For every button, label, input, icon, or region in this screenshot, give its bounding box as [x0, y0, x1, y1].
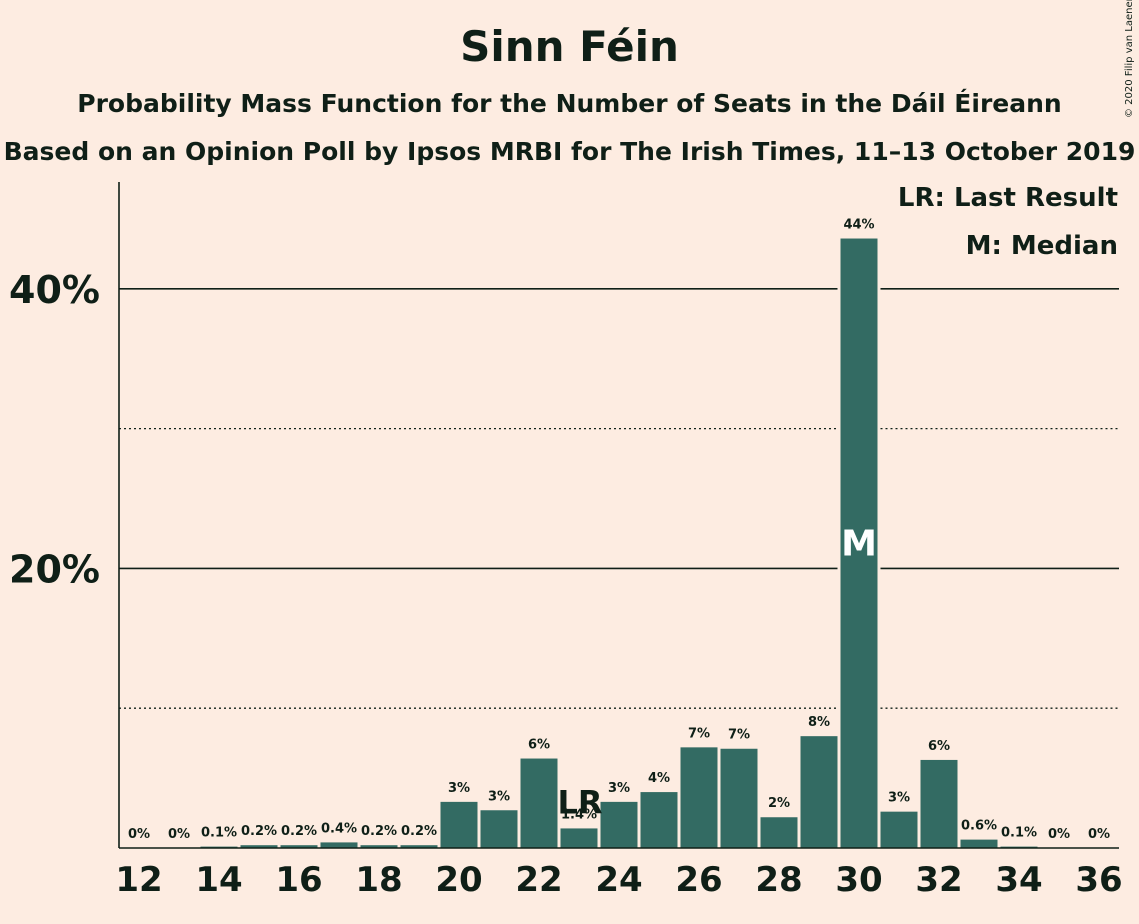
data-label: 0% — [168, 827, 190, 842]
data-label: 0.1% — [201, 826, 237, 841]
x-tick-label: 36 — [1075, 860, 1122, 900]
x-tick-label: 16 — [275, 860, 322, 900]
bar — [760, 817, 798, 848]
bar — [960, 839, 998, 848]
data-label: 3% — [888, 791, 910, 806]
data-label: 4% — [648, 771, 670, 786]
bar — [240, 845, 278, 848]
data-label: 7% — [728, 728, 750, 743]
bar — [840, 238, 878, 849]
data-label: 1.4% — [561, 807, 597, 822]
x-tick-label: 14 — [195, 860, 242, 900]
bar — [520, 758, 558, 848]
y-tick-label: 20% — [9, 547, 100, 591]
data-label: 44% — [843, 218, 874, 233]
bar — [880, 811, 918, 848]
data-label: 0% — [1088, 827, 1110, 842]
bar — [280, 845, 318, 848]
bar — [360, 845, 398, 848]
x-tick-label: 30 — [835, 860, 882, 900]
bar — [680, 747, 718, 848]
last-result-marker: LR — [557, 783, 602, 821]
bar — [600, 801, 638, 848]
data-label: 8% — [808, 715, 830, 730]
bar — [400, 845, 438, 848]
bar — [720, 748, 758, 848]
data-label: 7% — [688, 726, 710, 741]
chart-title: Sinn Féin — [460, 22, 679, 71]
bar — [920, 759, 958, 848]
data-label: 3% — [448, 781, 470, 796]
data-label: 0.2% — [401, 824, 437, 839]
x-tick-label: 26 — [675, 860, 722, 900]
x-tick-label: 18 — [355, 860, 402, 900]
data-label: 0.2% — [281, 824, 317, 839]
data-label: 0.6% — [961, 819, 997, 834]
chart-subtitle: Probability Mass Function for the Number… — [77, 89, 1062, 118]
data-label: 3% — [608, 781, 630, 796]
x-tick-label: 34 — [995, 860, 1042, 900]
data-label: 6% — [528, 738, 550, 753]
data-label: 6% — [928, 739, 950, 754]
data-label: 0.2% — [361, 824, 397, 839]
data-label: 0.1% — [1001, 826, 1037, 841]
data-label: 0.4% — [321, 821, 357, 836]
bar — [800, 736, 838, 848]
data-label: 0% — [1048, 827, 1070, 842]
x-tick-label: 32 — [915, 860, 962, 900]
chart-source-subtitle: Based on an Opinion Poll by Ipsos MRBI f… — [3, 137, 1136, 166]
data-label: 2% — [768, 796, 790, 811]
bar — [320, 842, 358, 848]
bar — [480, 810, 518, 848]
x-tick-label: 22 — [515, 860, 562, 900]
data-label: 3% — [488, 789, 510, 804]
legend-last-result: LR: Last Result — [897, 183, 1118, 213]
x-tick-label: 28 — [755, 860, 802, 900]
x-tick-label: 20 — [435, 860, 482, 900]
y-tick-label: 40% — [9, 268, 100, 312]
data-label: 0.2% — [241, 824, 277, 839]
bar — [640, 792, 678, 848]
bar — [440, 801, 478, 848]
x-tick-label: 12 — [115, 860, 162, 900]
median-marker: M — [841, 523, 877, 564]
legend-median: M: Median — [965, 231, 1118, 261]
data-label: 0% — [128, 827, 150, 842]
bar — [560, 828, 598, 848]
x-tick-label: 24 — [595, 860, 642, 900]
